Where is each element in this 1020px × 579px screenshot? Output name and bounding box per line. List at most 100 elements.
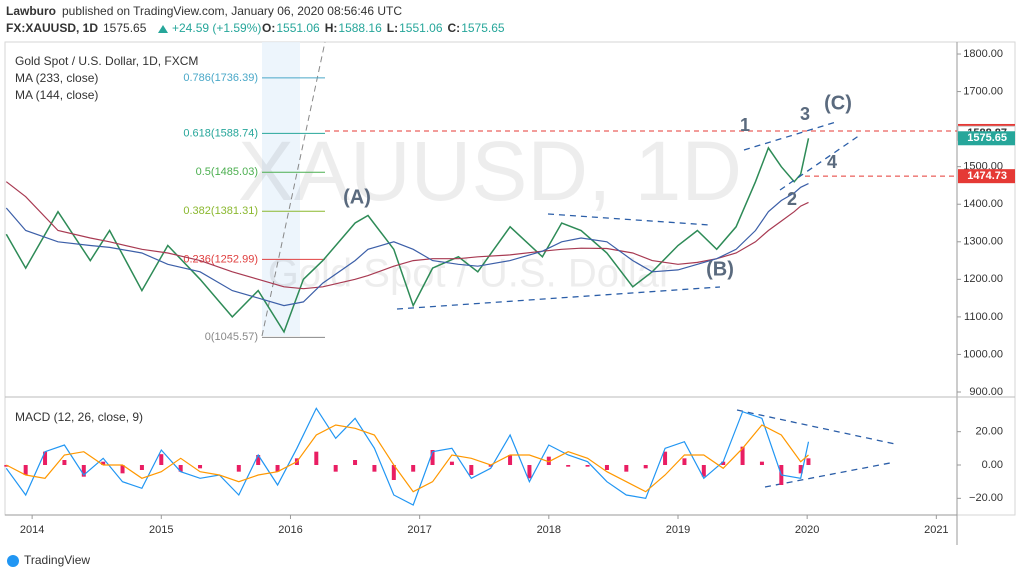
x-tick-label: 2015 xyxy=(149,524,173,536)
histogram-bar xyxy=(663,451,668,465)
y-tick-label: 1800.00 xyxy=(963,48,1003,60)
histogram-bar xyxy=(4,465,9,467)
macd-pane: 20.00 0.00 −20.00 MACD (12, 26, close, 9) 20… xyxy=(4,407,1003,536)
y-tick-label: 1400.00 xyxy=(963,198,1003,210)
y-tick-label: 1300.00 xyxy=(963,236,1003,248)
price-line xyxy=(5,183,809,307)
histogram-bar xyxy=(508,455,513,465)
histogram-bar xyxy=(624,465,629,472)
x-tick-label: 2017 xyxy=(407,524,431,536)
author: Lawburo xyxy=(6,4,56,18)
y-tick-label: 20.00 xyxy=(975,426,1003,438)
x-tick-label: 2014 xyxy=(20,524,44,536)
macd-line xyxy=(5,407,810,506)
watermark-text: XAUUSD, 1D xyxy=(238,124,742,218)
fib-label: 0.5(1485.03) xyxy=(196,166,258,178)
histogram-bar xyxy=(43,451,48,465)
ohlc-value: 1588.16 xyxy=(338,21,382,35)
last-price: 1575.65 xyxy=(103,21,147,35)
histogram-bar xyxy=(566,465,571,467)
histogram-bar xyxy=(372,465,377,472)
price-label-box xyxy=(958,169,1015,184)
histogram-bar xyxy=(275,465,280,472)
price-line xyxy=(5,138,810,334)
price-label: 1474.73 xyxy=(967,170,1007,182)
histogram-bar xyxy=(701,465,706,477)
fib-label: 0.236(1252.99) xyxy=(183,253,258,265)
watermark: XAUUSD, 1D Gold Spot / U.S. Dollar xyxy=(238,124,742,295)
histogram-bar xyxy=(721,461,726,465)
x-tick-label: 2018 xyxy=(537,524,561,536)
histogram-bar xyxy=(682,458,687,465)
histogram-bar xyxy=(806,458,811,465)
fib-label: 0.382(1381.31) xyxy=(183,205,258,217)
histogram-bar xyxy=(759,461,764,465)
trend-line xyxy=(396,286,721,310)
histogram-bar xyxy=(81,465,86,477)
ohlc: O: 1551.06 H: 1588.16 L: 1551.06 C: 1575.65 xyxy=(262,21,505,35)
histogram-bar xyxy=(411,465,416,472)
ohlc-label: O: xyxy=(262,21,275,35)
wave-label: 1 xyxy=(740,115,750,135)
footer: TradingView xyxy=(24,553,90,567)
histogram-bar xyxy=(159,454,164,465)
histogram-bar xyxy=(740,446,745,465)
ohlc-value: 1551.06 xyxy=(399,21,443,35)
up-arrow xyxy=(158,25,168,33)
fib-label: 0.618(1588.74) xyxy=(183,127,258,139)
y-tick-label: 1700.00 xyxy=(963,85,1003,97)
legend-entry: MA (144, close) xyxy=(15,88,98,102)
histogram-bar xyxy=(430,450,435,465)
histogram-bar xyxy=(391,465,396,480)
histogram-bar xyxy=(101,461,106,465)
x-tick-label: 2016 xyxy=(278,524,302,536)
x-tick-label: 2020 xyxy=(795,524,819,536)
wave-label: 2 xyxy=(787,189,797,209)
wave-label: (C) xyxy=(824,92,852,114)
y-tick-label: 1100.00 xyxy=(964,311,1003,323)
histogram-bar xyxy=(585,465,590,467)
histogram-bar xyxy=(23,465,28,475)
macd-line xyxy=(6,424,809,493)
histogram-bar xyxy=(527,465,532,479)
histogram-bar xyxy=(449,461,454,465)
histogram-bar xyxy=(314,451,319,465)
price-pane: 900.00 1000.00 1100.00 1200.00 1300.00 1400.0… xyxy=(5,48,1016,398)
histogram-bar xyxy=(198,465,203,469)
ohlc-label: L: xyxy=(387,21,398,35)
fib-label: 0.786(1736.39) xyxy=(183,72,258,84)
y-tick-label: 0.00 xyxy=(982,459,1003,471)
symbol: FX:XAUUSD, 1D xyxy=(6,21,98,35)
trend-line xyxy=(743,121,837,151)
histogram-bar xyxy=(139,465,144,470)
trend-lines xyxy=(396,121,896,488)
trend-line xyxy=(547,213,711,226)
watermark-subtitle: Gold Spot / U.S. Dollar xyxy=(268,252,673,296)
y-tick-label: 1200.00 xyxy=(963,273,1003,285)
logo xyxy=(7,555,19,567)
histogram-bar xyxy=(120,465,125,474)
ohlc-label: C: xyxy=(448,21,461,35)
x-tick-label: 2019 xyxy=(666,524,690,536)
macd-title: MACD (12, 26, close, 9) xyxy=(15,410,143,424)
wave-label: 4 xyxy=(827,152,837,172)
price-line xyxy=(5,181,809,290)
histogram-bar xyxy=(256,455,261,465)
wave-label: (B) xyxy=(706,258,734,280)
ohlc-label: H: xyxy=(325,21,338,35)
legend-entry: MA (233, close) xyxy=(15,71,98,85)
histogram-bar xyxy=(798,465,803,474)
x-tick-label: 2021 xyxy=(924,524,948,536)
histogram-bar xyxy=(178,465,183,472)
histogram-bar xyxy=(643,465,648,469)
ohlc-value: 1575.65 xyxy=(461,21,505,35)
published: published on TradingView.com, January 06… xyxy=(62,4,402,18)
y-tick-label: −20.00 xyxy=(969,492,1003,504)
histogram-bar xyxy=(333,465,338,472)
y-tick-label: 1000.00 xyxy=(963,348,1003,360)
wave-label: (A) xyxy=(343,186,371,208)
price-label: 1575.65 xyxy=(967,132,1007,144)
trend-line xyxy=(779,134,861,191)
